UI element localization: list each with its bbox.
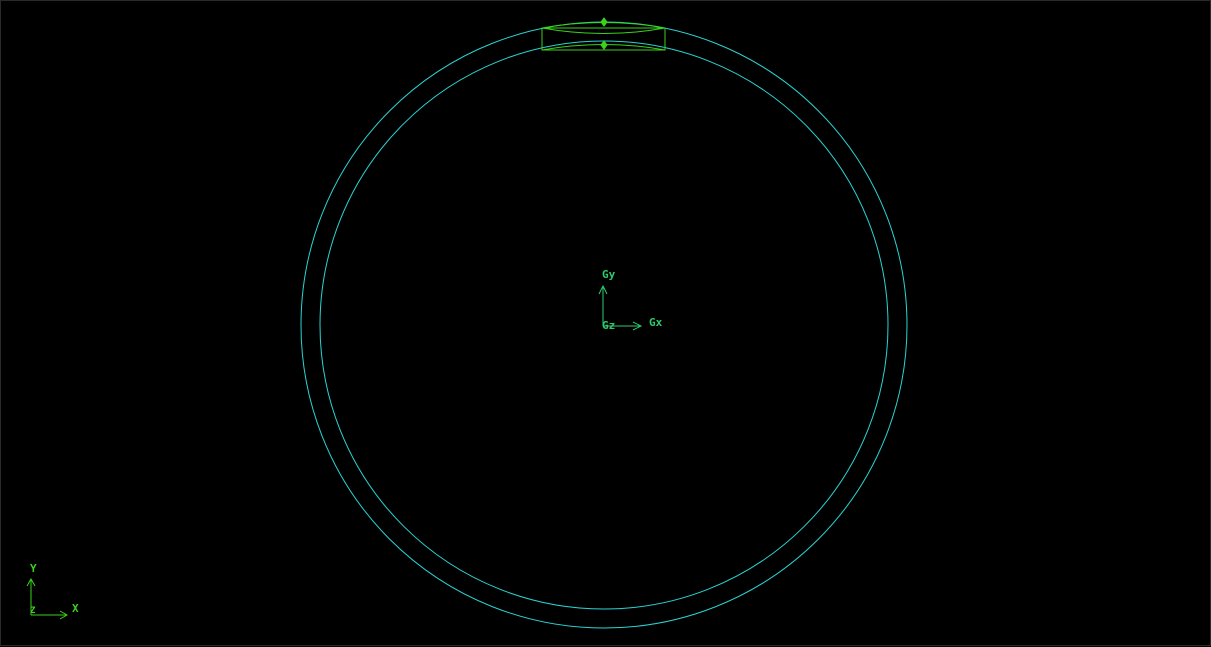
global-z-axis-label: Gz [602, 319, 615, 332]
selected-segment[interactable] [541, 22, 666, 56]
view-x-axis-label: X [72, 602, 79, 615]
global-y-axis-label: Gy [602, 268, 616, 281]
view-triad-icon [26, 577, 69, 620]
segment-node-markers [600, 17, 608, 50]
global-x-axis-label: Gx [649, 316, 663, 329]
view-y-axis-label: Y [30, 562, 37, 575]
view-z-axis-label: Z [30, 606, 36, 616]
global-axes-icon [598, 284, 643, 331]
